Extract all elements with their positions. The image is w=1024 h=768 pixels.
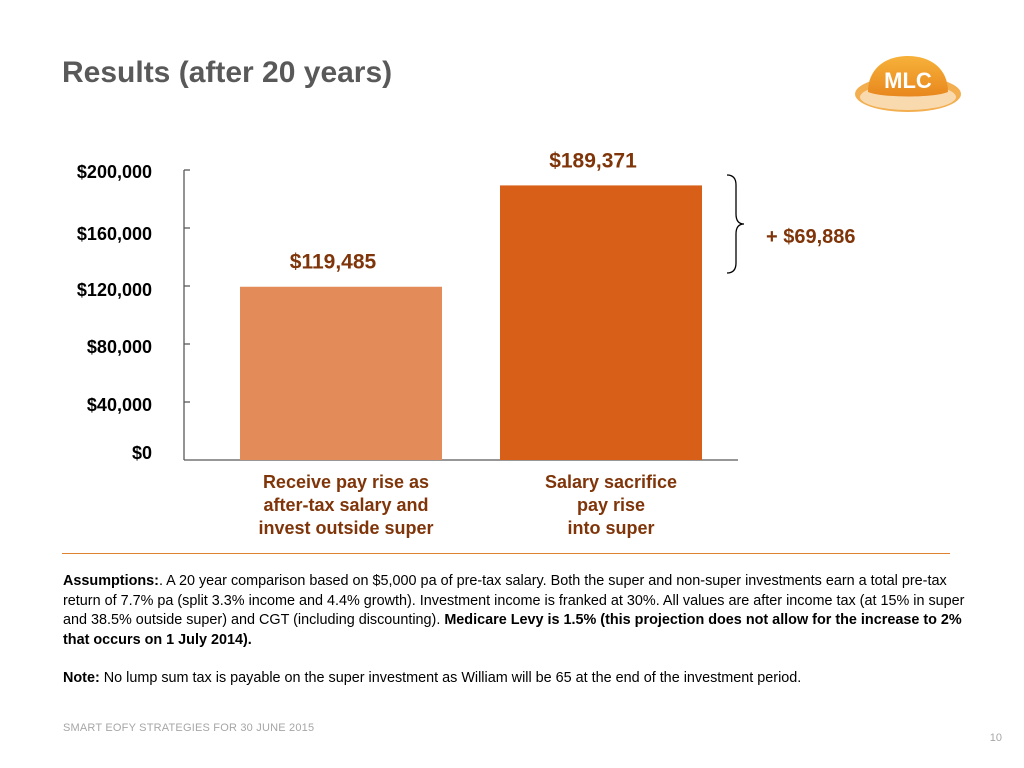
- category-label: Salary sacrifice: [545, 472, 677, 492]
- footer-text: SMART EOFY STRATEGIES FOR 30 JUNE 2015: [63, 722, 315, 734]
- category-label: Receive pay rise as: [263, 472, 429, 492]
- page-number: 10: [989, 732, 1002, 744]
- divider: [62, 553, 950, 554]
- y-tick-label: $200,000: [77, 162, 152, 182]
- logo-text: MLC: [884, 68, 932, 93]
- bar: [240, 286, 442, 460]
- category-label: invest outside super: [258, 518, 433, 538]
- bars: $119,485 $189,371: [240, 149, 702, 460]
- medicare-text: Medicare Levy is 1.5% (this projection d…: [63, 612, 962, 648]
- y-tick-label: $0: [132, 443, 152, 463]
- note-paragraph: Note: No lump sum tax is payable on the …: [63, 669, 968, 689]
- difference-label: + $69,886: [766, 226, 856, 248]
- assumptions-paragraph: Assumptions:. A 20 year comparison based…: [63, 572, 968, 650]
- mlc-logo: MLC: [855, 56, 961, 112]
- category-label: after-tax salary and: [263, 495, 428, 515]
- brace-icon: [726, 174, 745, 274]
- category-label: into super: [567, 518, 654, 538]
- bar-chart: $0 $40,000 $80,000 $120,000 $160,000 $200,000…: [77, 149, 856, 538]
- data-label: $119,485: [290, 251, 377, 274]
- note-label: Note:: [63, 670, 100, 686]
- assumptions-block: Assumptions:. A 20 year comparison based…: [63, 572, 968, 689]
- data-label: $189,371: [549, 149, 637, 172]
- bar: [500, 185, 702, 460]
- y-tick-label: $160,000: [77, 224, 152, 244]
- y-tick-label: $80,000: [87, 337, 152, 357]
- category-label: pay rise: [577, 495, 645, 515]
- note-text: No lump sum tax is payable on the super …: [99, 670, 802, 686]
- assumptions-label: Assumptions:: [63, 573, 159, 589]
- x-axis-labels: Receive pay rise as after-tax salary and i…: [258, 472, 677, 538]
- y-tick-label: $120,000: [77, 280, 152, 300]
- assumptions-text: . A 20 year comparison based on $5,000 p…: [63, 573, 965, 628]
- slide-title: Results (after 20 years): [62, 56, 393, 89]
- y-tick-label: $40,000: [87, 395, 152, 415]
- difference-annotation: + $69,886: [726, 174, 856, 274]
